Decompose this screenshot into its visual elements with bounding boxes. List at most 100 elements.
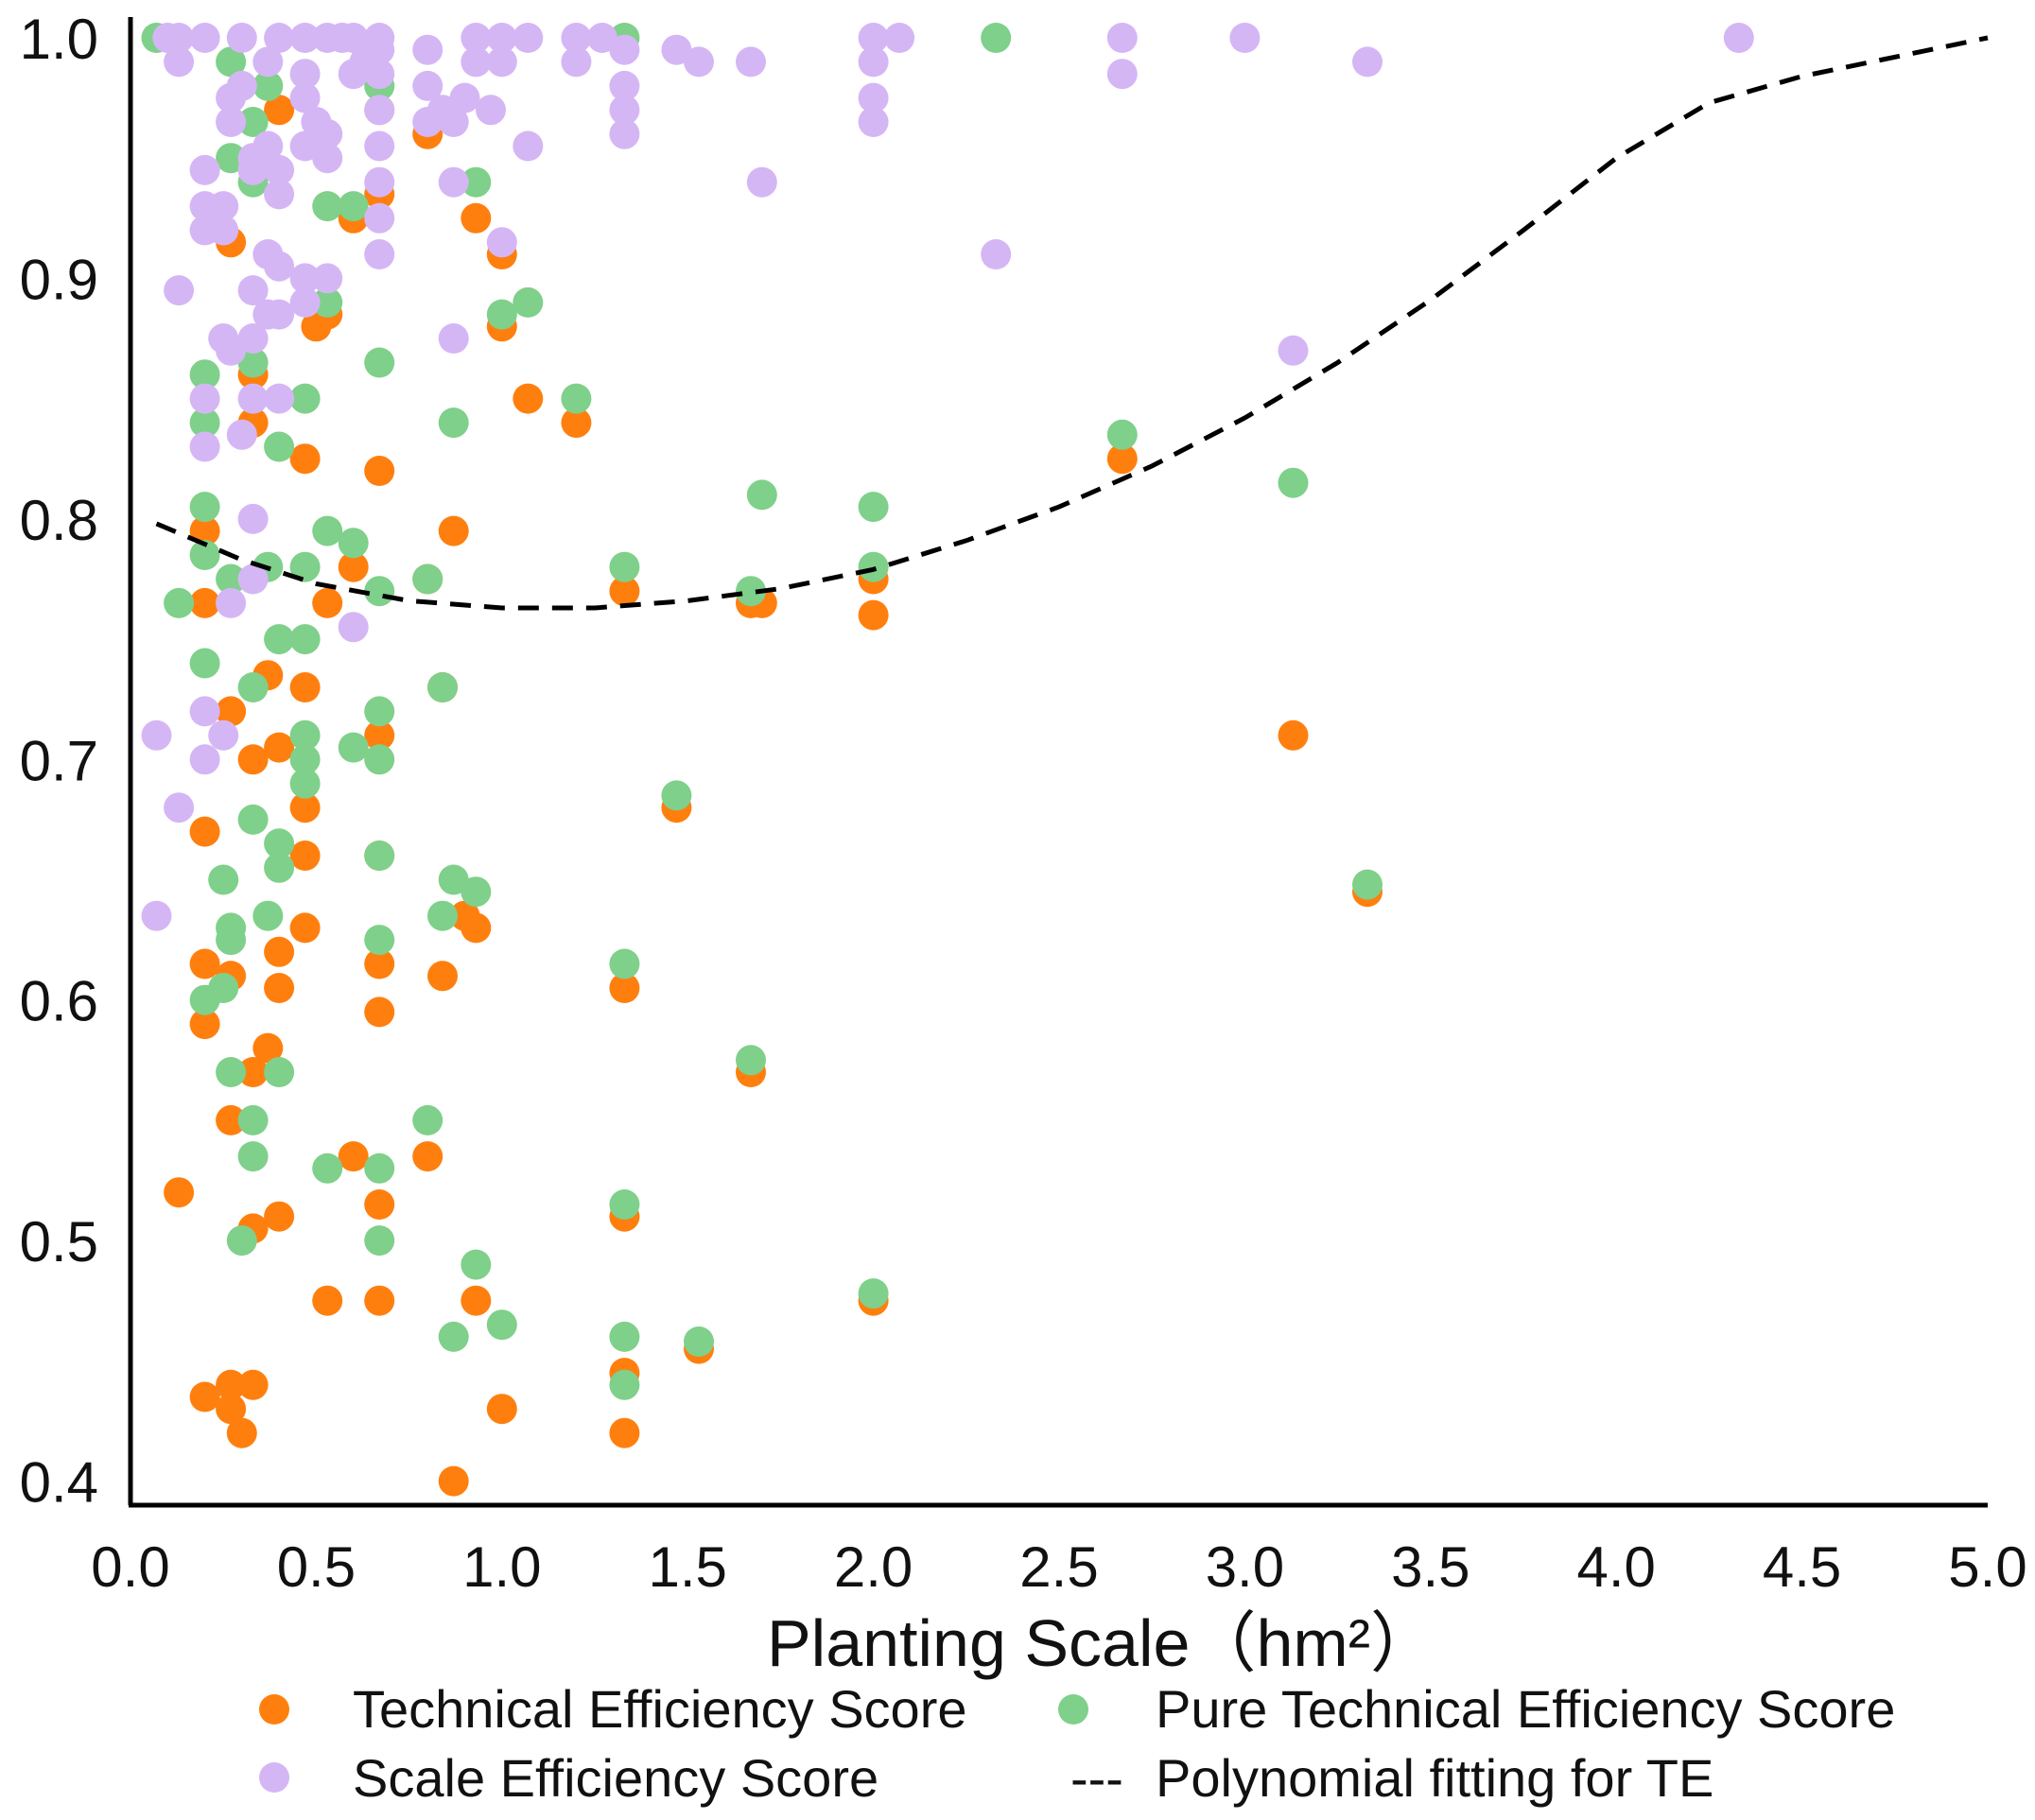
point-s2-65	[486, 299, 517, 330]
y-tick-label: 0.5	[20, 1210, 98, 1274]
x-tick-label: 1.5	[648, 1535, 726, 1599]
point-s3-66	[364, 23, 395, 53]
point-s3-48	[289, 23, 321, 53]
point-s1-61	[513, 383, 544, 414]
x-tick-label: 3.0	[1206, 1535, 1284, 1599]
point-s1-11	[216, 696, 247, 727]
point-s3-71	[438, 166, 469, 198]
legend-marker-pte	[1058, 1694, 1088, 1725]
x-tick-label: 2.0	[834, 1535, 913, 1599]
point-s2-50	[364, 696, 395, 727]
point-s2-5	[189, 492, 220, 523]
point-s3-42	[264, 23, 295, 53]
point-s3-9	[189, 431, 220, 462]
point-s1-33	[312, 587, 343, 618]
x-tick-labels: 0.0 0.5 1.0 1.5 2.0 2.5 3.0 3.5 4.0 4.5 5.0	[91, 1535, 2026, 1599]
point-s3-41	[264, 154, 295, 185]
point-s2-59	[438, 864, 469, 895]
point-s1-41	[364, 948, 395, 979]
point-s1-7	[216, 1394, 247, 1425]
point-s2-76	[736, 1045, 766, 1076]
point-s2-82	[981, 23, 1012, 53]
point-s2-74	[661, 780, 692, 811]
y-tick-labels: 0.4 0.5 0.6 0.7 0.8 0.9 1.0	[20, 8, 98, 1515]
point-s2-52	[364, 347, 395, 378]
point-s3-97	[858, 23, 889, 53]
point-s2-9	[208, 864, 239, 895]
point-s1-77	[1278, 719, 1309, 751]
point-s2-77	[736, 576, 766, 607]
point-s1-35	[338, 1141, 369, 1172]
point-s3-94	[858, 107, 889, 137]
point-s2-44	[338, 191, 369, 222]
point-s3-69	[412, 34, 444, 65]
point-s3-28	[237, 383, 269, 414]
point-s2-31	[264, 431, 295, 462]
point-s3-76	[461, 23, 492, 53]
x-tick-label: 4.0	[1576, 1535, 1655, 1599]
point-s2-1	[164, 587, 195, 618]
point-s3-89	[609, 34, 640, 65]
point-s2-38	[312, 1153, 343, 1184]
point-s3-30	[237, 275, 269, 306]
point-s3-4	[164, 46, 195, 78]
point-s3-40	[264, 179, 295, 210]
point-s3-81	[513, 130, 544, 162]
legend-label-te: Technical Efficiency Score	[353, 1679, 967, 1739]
legend-marker-te	[259, 1694, 289, 1725]
point-s3-72	[438, 107, 469, 137]
point-s3-8	[189, 696, 220, 727]
point-s2-6	[189, 407, 220, 439]
point-s2-71	[609, 948, 640, 979]
point-s2-69	[609, 1321, 640, 1352]
point-s3-50	[312, 263, 343, 294]
point-s1-38	[364, 1285, 395, 1316]
point-s3-52	[312, 118, 343, 149]
point-s3-45	[289, 130, 321, 162]
point-s2-35	[289, 624, 321, 655]
point-s1-55	[461, 1285, 492, 1316]
point-s3-55	[338, 612, 369, 643]
point-s2-67	[561, 383, 592, 414]
point-s2-45	[364, 1225, 395, 1257]
point-s1-58	[486, 1394, 517, 1425]
point-s3-23	[226, 419, 257, 450]
point-s3-99	[981, 239, 1012, 269]
point-s3-84	[561, 23, 592, 53]
x-tick-label: 0.5	[277, 1535, 356, 1599]
point-s1-56	[461, 912, 492, 944]
point-s3-26	[237, 563, 269, 595]
point-s3-78	[486, 227, 517, 258]
point-s2-63	[461, 166, 492, 198]
legend: Technical Efficiency Score Pure Technica…	[259, 1679, 1895, 1808]
point-s1-20	[252, 1032, 284, 1064]
point-s2-81	[858, 492, 889, 523]
point-s3-36	[252, 46, 284, 78]
point-s3-57	[338, 23, 369, 53]
y-tick-label: 0.7	[20, 729, 98, 792]
point-s3-60	[364, 202, 395, 234]
point-s2-61	[461, 1249, 492, 1280]
point-s3-85	[586, 23, 617, 53]
point-s3-13	[189, 154, 220, 185]
point-s3-101	[1106, 23, 1138, 53]
point-s2-46	[364, 1153, 395, 1184]
point-s1-76	[1106, 443, 1138, 475]
point-s2-58	[438, 1321, 469, 1352]
point-s1-63	[609, 1417, 640, 1448]
point-s1-40	[364, 997, 395, 1028]
point-s3-6	[152, 23, 183, 53]
point-s3-0	[141, 900, 172, 931]
point-s1-47	[412, 1141, 444, 1172]
point-s2-64	[486, 1309, 517, 1341]
point-s2-75	[684, 1326, 714, 1357]
point-s1-39	[364, 1189, 395, 1220]
point-s3-35	[252, 130, 284, 162]
point-s1-30	[289, 443, 321, 475]
point-s3-83	[561, 46, 592, 78]
point-s2-12	[216, 912, 247, 944]
point-s3-18	[208, 191, 239, 222]
point-s1-25	[264, 732, 295, 763]
point-s2-40	[312, 286, 343, 318]
x-tick-label: 3.5	[1391, 1535, 1470, 1599]
